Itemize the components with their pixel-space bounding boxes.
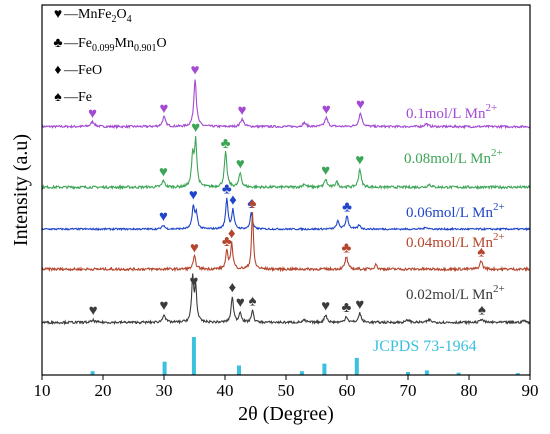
phase-marker-2-2: ♥ [191,120,200,136]
phase-marker-5-3: ♥ [189,274,198,290]
phase-marker-3-2: ♥ [189,188,198,204]
reference-peak-7 [354,357,359,375]
reference-label: JCPDS 73-1964 [373,338,477,355]
reference-peak-8 [406,372,410,375]
x-tick-label-8: 80 [461,381,478,400]
plot-frame [41,4,531,376]
phase-marker-3-5: ♠ [247,196,255,212]
phase-marker-3-6: ♣ [342,200,352,216]
series-label-2: 0.08mol/L Mn2+ [404,147,503,167]
pattern-line-3 [41,197,531,232]
phase-marker-5-9: ♥ [355,297,364,313]
x-tick-label-3: 30 [156,381,173,400]
phase-marker-4-6: ♠ [477,245,485,261]
reference-peak-2 [162,361,167,375]
phase-marker-5-7: ♥ [321,299,330,315]
x-tick-label-4: 40 [217,381,234,400]
phase-marker-1-4: ♥ [238,103,247,119]
legend-label-1: —MnFe2O4 [63,7,132,25]
reference-peak-11 [515,373,520,375]
phase-marker-1-1: ♥ [88,106,97,122]
pattern-line-1 [41,79,531,130]
phase-marker-3-4: ♦ [229,193,237,209]
series-label-5: 0.02mol/L Mn2+ [406,283,505,303]
pattern-line-2 [41,136,530,191]
phase-marker-1-3: ♥ [191,63,200,79]
reference-peak-3 [191,337,196,375]
phase-marker-5-8: ♣ [341,300,351,316]
legend-symbol-4: ♠ [54,90,62,105]
x-tick-label-5: 50 [278,381,295,400]
x-tick-label-2: 20 [95,381,112,400]
reference-peak-4 [237,365,241,375]
phase-marker-5-2: ♥ [160,298,169,314]
legend: ♥ —MnFe2O4♣ —Fe0.099Mn0.901O♦ —FeO♠ —Fe [53,7,166,105]
phase-marker-2-1: ♥ [159,164,168,180]
legend-symbol-3: ♦ [54,63,61,78]
reference-peak-5 [299,371,304,375]
x-tick-label-9: 90 [522,381,539,400]
phase-marker-5-1: ♥ [89,303,98,319]
reference-peak-10 [456,372,461,375]
phase-marker-1-5: ♥ [322,102,331,118]
phase-marker-1-2: ♥ [160,101,169,117]
phase-marker-4-3: ♦ [228,226,236,242]
legend-symbol-1: ♥ [54,7,62,22]
reference-peak-1 [90,371,95,375]
phase-marker-4-4: ♠ [249,196,257,212]
phase-marker-5-10: ♠ [478,303,486,319]
legend-symbol-2: ♣ [53,36,62,51]
y-axis-label: Intensity (a.u) [10,134,32,246]
plot-area: ♥ ♥♥♥ ♥ ♥0.1mol/L Mn2+♥♥♣♥ ♥♥ 0.08mol/L Mn2+♥… [41,63,531,375]
reference-peak-6 [322,363,327,375]
pattern-line-5 [41,273,531,326]
legend-label-2: —Fe0.099Mn0.901O [63,36,167,54]
phase-marker-4-5: ♣ [341,241,351,257]
phase-marker-2-5: ♥ [321,163,330,179]
axes: 10 20 30 40 50 60 70 80 90 [34,375,539,400]
x-tick-label-1: 10 [34,381,51,400]
phase-marker-2-3: ♣ [221,136,231,152]
x-tick-label-6: 60 [339,381,356,400]
phase-marker-3-3: ♣ [222,182,232,198]
series-label-4: 0.04mol/L Mn2+ [406,231,505,251]
phase-marker-2-4: ♥ [236,157,245,173]
phase-marker-1-6: ♥ [356,97,365,113]
phase-marker-4-1: ♥ [190,241,199,257]
reference-peak-9 [424,370,429,375]
phase-marker-5-6: ♠ [249,294,257,310]
phase-marker-5-4: ♦ [228,280,236,296]
pattern-line-4 [41,212,531,273]
x-tick-label-7: 70 [400,381,417,400]
phase-marker-5-5: ♥ [236,295,245,311]
series-label-3: 0.06mol/L Mn2+ [406,201,505,221]
phase-marker-4-2: ♣ [222,234,232,250]
series-label-1: 0.1mol/L Mn2+ [406,102,497,122]
x-axis-label: 2θ (Degree) [238,403,334,425]
legend-label-3: —FeO [63,63,102,78]
legend-label-4: —Fe [63,90,92,105]
phase-marker-2-6: ♥ [355,153,364,169]
phase-marker-3-1: ♥ [159,209,168,225]
